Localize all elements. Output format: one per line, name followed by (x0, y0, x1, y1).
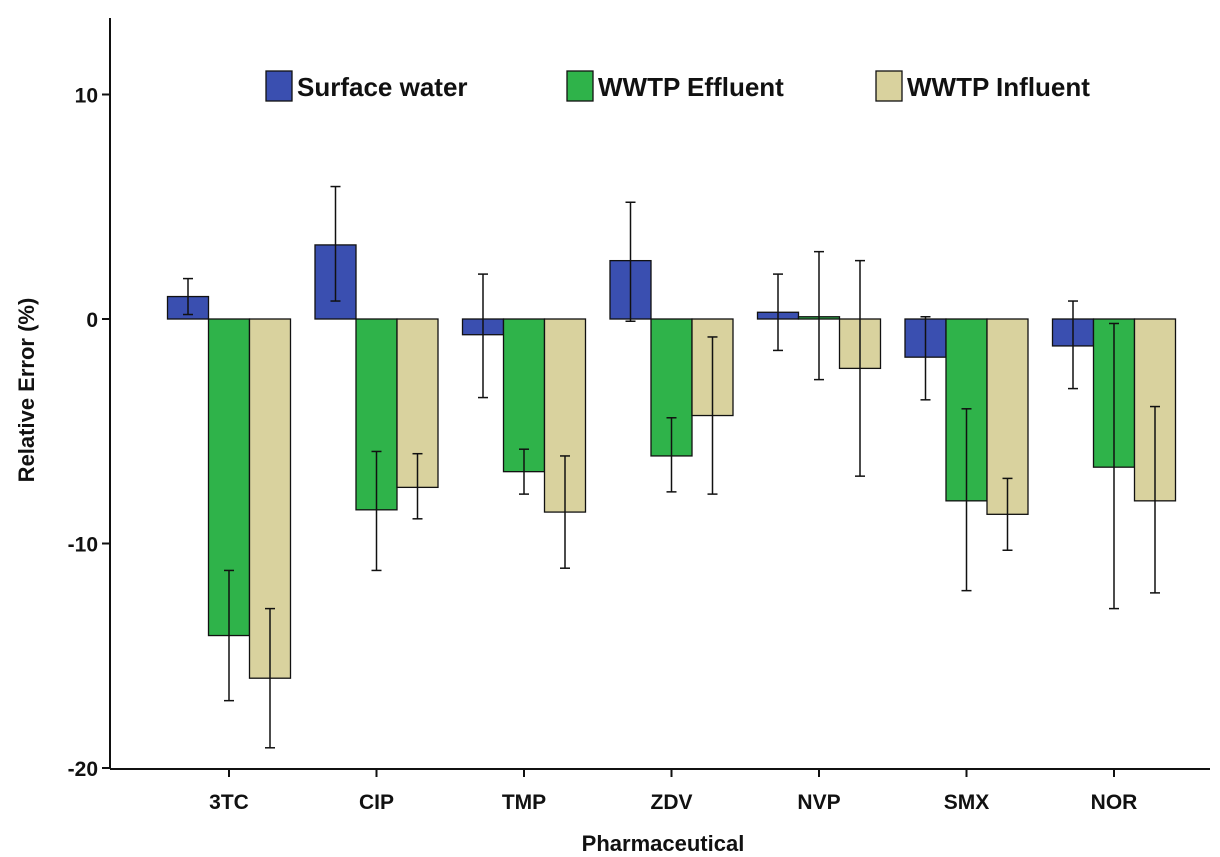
y-tick-label: -10 (68, 534, 98, 557)
ticks-layer: 10 0 -10 -20 (68, 85, 110, 781)
x-axis-title: Pharmaceutical (582, 831, 745, 856)
y-tick-label: -20 (68, 758, 98, 781)
category-label: CIP (359, 791, 394, 814)
y-tick-label: 0 (86, 309, 98, 332)
category-label: NVP (797, 791, 840, 814)
axes-layer (109, 18, 1210, 770)
category-label: TMP (502, 791, 546, 814)
category-label: NOR (1091, 791, 1138, 814)
legend-label: WWTP Effluent (598, 72, 784, 102)
category-label: 3TC (209, 791, 249, 814)
bar-wwtp-influent (986, 318, 1029, 515)
bar-wwtp-effluent (502, 318, 546, 473)
category-label: SMX (944, 791, 990, 814)
legend-swatch (265, 70, 293, 102)
legend-swatch (875, 70, 903, 102)
legend-label: Surface water (297, 72, 468, 102)
error-bars-layer (183, 185, 1160, 749)
y-tick-label: 10 (75, 85, 98, 108)
legend-label: WWTP Influent (907, 72, 1090, 102)
y-axis-title: Relative Error (%) (14, 298, 39, 483)
legend-swatch (566, 70, 594, 102)
category-label: ZDV (651, 791, 693, 814)
category-labels-layer: 3TC CIP TMP ZDV NVP SMX NOR (209, 769, 1137, 814)
legend: Surface water WWTP Effluent WWTP Influent (265, 70, 1090, 102)
